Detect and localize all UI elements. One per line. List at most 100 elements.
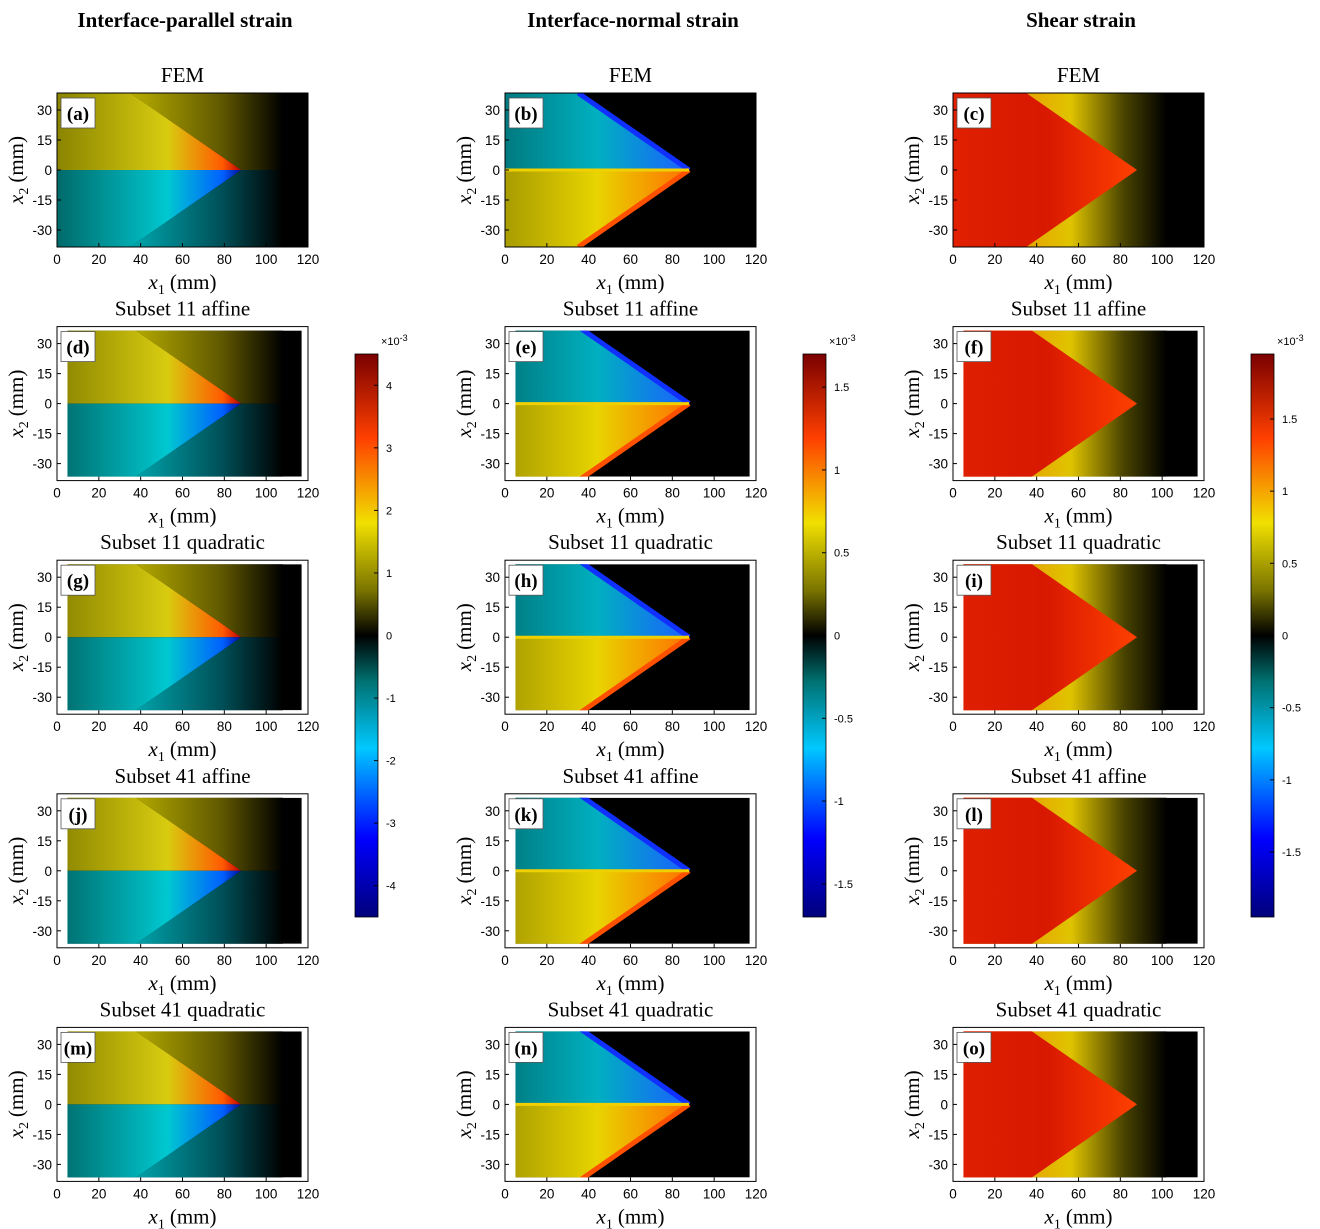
colorbar-tick-label: 3	[386, 443, 392, 455]
field-region	[135, 330, 283, 404]
x-tick-label: 20	[539, 953, 554, 968]
panel-label: (c)	[963, 104, 984, 125]
panel-label: (g)	[67, 571, 89, 592]
axis-unit: (mm)	[1066, 270, 1113, 294]
colorbar-tick-label: 1	[386, 568, 392, 580]
x-tick-label: 60	[623, 719, 638, 734]
field-region	[515, 797, 690, 871]
field-region	[67, 637, 242, 711]
axis-subscript: 1	[606, 984, 613, 999]
y-tick-label: 0	[940, 1097, 948, 1112]
heatmap	[963, 1031, 1198, 1178]
axis-unit: (mm)	[1066, 504, 1113, 528]
y-tick-label: 0	[44, 163, 52, 178]
axis-unit: (mm)	[618, 270, 665, 294]
panel-label: (l)	[965, 805, 983, 826]
x-tick-label: 80	[665, 486, 680, 501]
axis-symbol: x	[148, 1204, 159, 1228]
y-tick-label: -15	[32, 660, 52, 675]
x-tick-label: 40	[1029, 486, 1044, 501]
y-tick-label: 15	[485, 834, 500, 849]
y-tick-label: -15	[480, 894, 500, 909]
y-tick-label: -30	[928, 1157, 948, 1172]
y-tick-label: 15	[933, 133, 948, 148]
heatmap	[57, 93, 308, 247]
axis-symbol: x	[596, 504, 607, 528]
y-tick-label: 15	[485, 600, 500, 615]
panel-title: Subset 41 quadratic	[548, 997, 714, 1021]
axis-subscript: 1	[606, 517, 613, 532]
axis-unit: (mm)	[1066, 1204, 1113, 1228]
field-region	[57, 93, 242, 170]
axis-symbol: x	[4, 194, 28, 205]
x-tick-label: 60	[175, 1186, 190, 1201]
field-region	[963, 797, 1138, 944]
axis-unit: (mm)	[4, 370, 28, 417]
heatmap	[67, 564, 302, 711]
y-tick-label: 30	[933, 804, 948, 819]
y-tick-label: -30	[928, 457, 948, 472]
axis-subscript: 2	[913, 1122, 928, 1129]
x-tick-label: 60	[175, 953, 190, 968]
axis-label: x1 (mm)	[1044, 270, 1113, 298]
panel-label: (i)	[965, 571, 983, 592]
x-tick-label: 40	[581, 252, 596, 267]
x-tick-label: 120	[745, 1186, 768, 1201]
x-tick-label: 120	[297, 252, 320, 267]
x-tick-label: 60	[1071, 486, 1086, 501]
axis-symbol: x	[4, 1128, 28, 1139]
axis-symbol: x	[900, 428, 924, 439]
x-tick-label: 40	[581, 486, 596, 501]
field-region	[57, 170, 242, 247]
x-tick-label: 0	[501, 953, 509, 968]
colorbar-tick-label: -3	[386, 818, 396, 830]
axis-unit: (mm)	[4, 603, 28, 650]
x-tick-label: 20	[91, 486, 106, 501]
y-tick-label: 15	[485, 133, 500, 148]
y-tick-label: 0	[492, 1097, 500, 1112]
colorbar-exponent: ×10-3	[1277, 333, 1304, 348]
axis-unit: (mm)	[452, 370, 476, 417]
x-tick-label: 20	[91, 719, 106, 734]
axis-symbol: x	[596, 971, 607, 995]
x-tick-label: 60	[623, 486, 638, 501]
axis-unit: (mm)	[618, 971, 665, 995]
panel-title: Subset 11 affine	[1011, 297, 1146, 321]
field-region	[67, 564, 242, 638]
panel-label: (f)	[965, 338, 984, 359]
y-tick-label: 0	[492, 864, 500, 879]
y-tick-label: 15	[37, 133, 52, 148]
panel-label-box	[60, 1032, 96, 1063]
column-title: Interface-parallel strain	[77, 8, 293, 32]
x-tick-label: 0	[949, 252, 957, 267]
axis-label: x2 (mm)	[452, 837, 480, 906]
colorbar-tick-label: -0.5	[1282, 703, 1301, 715]
x-tick-label: 100	[255, 252, 278, 267]
field-region	[67, 1104, 242, 1178]
x-tick-label: 60	[1071, 1186, 1086, 1201]
axis-symbol: x	[148, 504, 159, 528]
x-tick-label: 0	[53, 252, 61, 267]
field-region	[505, 93, 690, 170]
y-tick-label: -15	[928, 660, 948, 675]
field-region	[135, 1031, 283, 1105]
field-region	[130, 170, 283, 247]
y-tick-label: -15	[480, 427, 500, 442]
colorbar-exponent: ×10-3	[829, 333, 856, 348]
y-tick-label: 0	[44, 1097, 52, 1112]
axis-symbol: x	[452, 895, 476, 906]
y-tick-label: 0	[44, 630, 52, 645]
panel-label: (j)	[69, 805, 88, 826]
x-tick-label: 80	[665, 1186, 680, 1201]
axis-symbol: x	[596, 737, 607, 761]
y-tick-label: 30	[933, 570, 948, 585]
x-tick-label: 120	[297, 719, 320, 734]
field-front	[579, 1031, 691, 1107]
axis-subscript: 1	[606, 750, 613, 765]
x-tick-label: 120	[1193, 1186, 1216, 1201]
panel: Subset 11 quadratic(h)0 20 40 60 80 100 120301…	[452, 530, 767, 765]
axis-symbol: x	[4, 895, 28, 906]
axis-unit: (mm)	[170, 504, 217, 528]
panel: Subset 11 affine(e)0 20 40 60 80 100 12030150-…	[452, 297, 767, 532]
colorbar-tick-label: 0.5	[1282, 558, 1297, 570]
